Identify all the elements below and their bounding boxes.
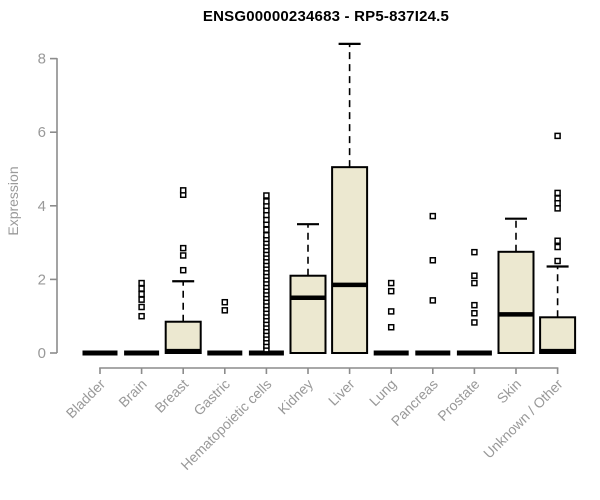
outlier-point bbox=[387, 323, 395, 331]
outlier-point bbox=[554, 237, 561, 245]
outlier-point bbox=[179, 244, 187, 252]
outlier-point bbox=[138, 279, 145, 287]
outlier-point bbox=[221, 298, 229, 306]
median-line bbox=[456, 350, 492, 356]
box-lung bbox=[373, 279, 409, 356]
median-line bbox=[373, 350, 409, 356]
outlier-point bbox=[138, 290, 145, 298]
chart-title: ENSG00000234683 - RP5-837I24.5 bbox=[202, 8, 450, 25]
outlier-point bbox=[387, 287, 395, 295]
outlier-point bbox=[429, 257, 437, 264]
outlier-point bbox=[138, 296, 145, 303]
box-unknown-other bbox=[539, 132, 577, 354]
box-breast bbox=[164, 187, 202, 355]
box-bladder bbox=[82, 350, 118, 356]
outlier-point bbox=[179, 252, 187, 259]
x-tick-label-prostate: Prostate bbox=[434, 376, 482, 424]
box-skin bbox=[497, 217, 535, 354]
outlier-point bbox=[471, 279, 478, 287]
x-tick-label-bladder: Bladder bbox=[63, 376, 109, 422]
iqr-box bbox=[331, 166, 369, 354]
box-gastric bbox=[207, 298, 243, 356]
iqr-box bbox=[539, 316, 577, 354]
outlier-point bbox=[471, 272, 478, 279]
box-liver bbox=[331, 42, 369, 354]
outlier-point bbox=[387, 308, 395, 315]
x-tick-label-lung: Lung bbox=[366, 376, 399, 409]
outlier-point bbox=[387, 279, 395, 287]
y-tick-label: 6 bbox=[38, 124, 46, 141]
iqr-box bbox=[497, 250, 535, 354]
outlier-point bbox=[263, 226, 270, 233]
outlier-point bbox=[554, 199, 561, 207]
outlier-point bbox=[263, 231, 270, 239]
outlier-point bbox=[138, 312, 145, 320]
median-line bbox=[207, 350, 243, 356]
box-brain bbox=[124, 279, 160, 356]
iqr-box bbox=[289, 274, 327, 354]
iqr-box bbox=[164, 320, 202, 355]
x-tick-label-unknown-other: Unknown / Other bbox=[480, 376, 566, 462]
x-tick-label-skin: Skin bbox=[494, 376, 525, 407]
median-line bbox=[124, 350, 160, 356]
outlier-point bbox=[471, 319, 478, 326]
x-tick-label-brain: Brain bbox=[115, 376, 149, 410]
outlier-point bbox=[471, 301, 478, 309]
box-kidney bbox=[289, 223, 327, 354]
box-pancreas bbox=[415, 212, 451, 356]
outlier-point bbox=[179, 266, 187, 274]
outlier-point bbox=[263, 198, 270, 205]
outlier-point bbox=[471, 248, 478, 256]
outlier-point bbox=[429, 297, 437, 304]
x-tick-label-kidney: Kidney bbox=[275, 376, 317, 418]
outlier-point bbox=[471, 310, 478, 317]
outlier-point bbox=[554, 132, 561, 140]
median-line bbox=[82, 350, 118, 356]
y-tick-label: 0 bbox=[38, 345, 46, 362]
outlier-point bbox=[138, 303, 145, 311]
outlier-point bbox=[138, 285, 145, 292]
x-tick-label-liver: Liver bbox=[325, 376, 358, 409]
median-line bbox=[415, 350, 451, 356]
y-tick-label: 2 bbox=[38, 271, 46, 288]
y-tick-label: 8 bbox=[38, 51, 46, 68]
outlier-point bbox=[179, 187, 187, 194]
outlier-point bbox=[554, 243, 561, 251]
median-line bbox=[248, 350, 284, 356]
x-tick-label-breast: Breast bbox=[151, 376, 191, 416]
outlier-point bbox=[554, 205, 561, 212]
box-prostate bbox=[456, 248, 492, 356]
outlier-point bbox=[554, 257, 561, 265]
box-hematopoietic-cells bbox=[248, 192, 284, 356]
outlier-point bbox=[554, 189, 561, 197]
y-axis: 0 2 4 6 8 bbox=[38, 51, 58, 362]
outlier-point bbox=[221, 307, 229, 314]
y-tick-label: 4 bbox=[38, 198, 46, 215]
outlier-point bbox=[429, 212, 437, 220]
outlier-point bbox=[263, 192, 270, 199]
